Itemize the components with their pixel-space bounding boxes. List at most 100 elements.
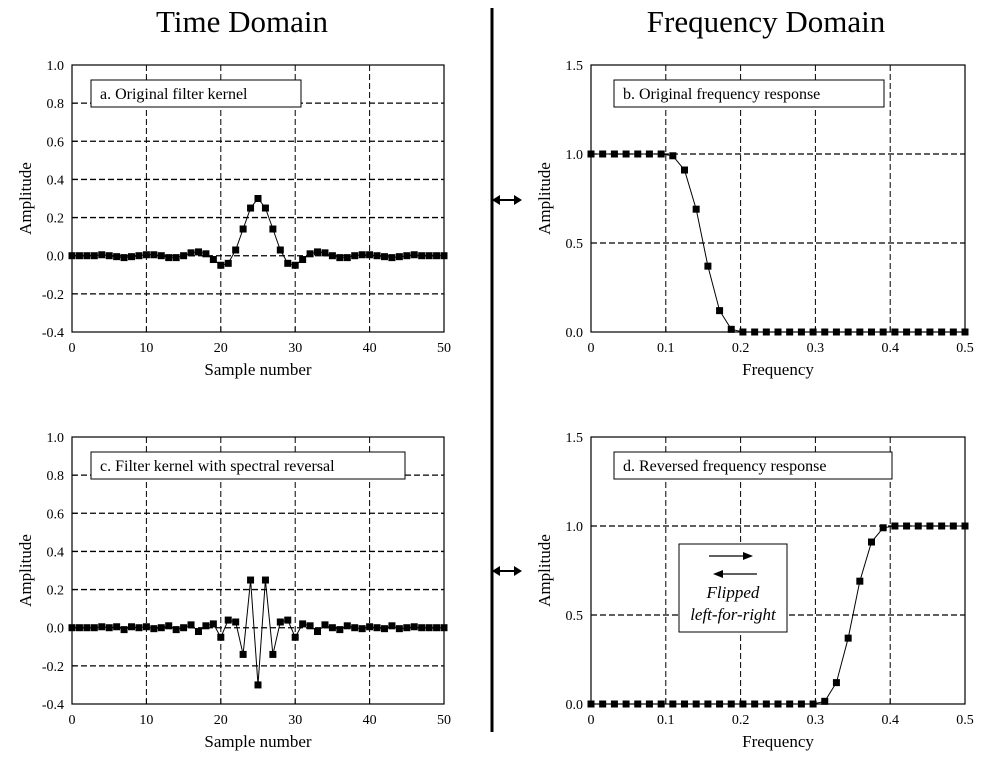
data-point xyxy=(440,252,448,260)
y-tick-label: 1.5 xyxy=(566,59,584,74)
y-tick-label: -0.4 xyxy=(42,326,64,341)
data-point xyxy=(727,700,735,708)
data-point xyxy=(90,252,98,260)
data-point xyxy=(232,246,240,254)
x-tick-label: 0 xyxy=(588,713,595,728)
data-point xyxy=(194,628,202,636)
y-tick-label: 0.2 xyxy=(47,584,65,599)
y-tick-label: 0.0 xyxy=(566,326,584,341)
y-axis-label: Amplitude xyxy=(16,534,35,607)
data-point xyxy=(433,624,441,632)
data-point xyxy=(224,616,232,624)
data-point xyxy=(336,254,344,262)
data-point xyxy=(254,681,262,689)
data-point xyxy=(599,700,607,708)
data-point xyxy=(832,328,840,336)
series-line xyxy=(72,579,444,685)
data-point xyxy=(75,624,83,632)
y-axis-label: Amplitude xyxy=(535,162,554,235)
data-point xyxy=(336,626,344,634)
data-point xyxy=(879,524,887,532)
data-point xyxy=(314,248,322,256)
y-tick-label: 0.6 xyxy=(47,507,65,522)
data-point xyxy=(366,251,374,259)
data-point xyxy=(388,254,396,262)
data-point xyxy=(187,249,195,257)
x-tick-label: 0.1 xyxy=(657,341,675,356)
data-point xyxy=(68,252,76,260)
y-tick-label: 0.6 xyxy=(47,135,65,150)
data-point xyxy=(269,225,277,233)
data-point xyxy=(276,618,284,626)
data-point xyxy=(610,150,618,158)
data-point xyxy=(343,622,351,630)
data-point xyxy=(209,620,217,628)
data-point xyxy=(150,625,158,633)
data-point xyxy=(410,623,418,631)
data-point xyxy=(774,328,782,336)
data-point xyxy=(261,204,269,212)
data-point xyxy=(774,700,782,708)
data-point xyxy=(692,700,700,708)
data-point xyxy=(254,195,262,202)
data-point xyxy=(856,328,864,336)
data-point xyxy=(128,253,136,261)
data-point xyxy=(291,261,299,269)
data-point xyxy=(751,700,759,708)
time-domain-heading: Time Domain xyxy=(156,4,328,39)
x-tick-label: 0 xyxy=(69,341,76,356)
frequency-domain-heading: Frequency Domain xyxy=(646,4,886,39)
data-point xyxy=(113,253,121,261)
data-point xyxy=(786,328,794,336)
data-point xyxy=(797,700,805,708)
x-tick-label: 0.4 xyxy=(881,713,899,728)
data-point xyxy=(209,256,217,264)
y-tick-label: 0.0 xyxy=(566,698,584,713)
data-point xyxy=(786,700,794,708)
data-point xyxy=(425,252,433,260)
chart-title-box xyxy=(90,451,406,480)
data-point xyxy=(914,522,922,530)
data-point xyxy=(217,633,225,641)
y-tick-label: 1.0 xyxy=(47,59,65,74)
chart-title-box xyxy=(613,79,885,108)
data-point xyxy=(868,538,875,546)
data-point xyxy=(113,623,121,631)
x-axis-label: Frequency xyxy=(742,732,814,751)
data-point xyxy=(358,625,366,633)
data-point xyxy=(373,252,381,260)
data-point xyxy=(366,623,374,631)
x-tick-label: 0.2 xyxy=(732,713,750,728)
y-tick-label: 1.0 xyxy=(47,431,65,446)
y-tick-label: 0.0 xyxy=(47,622,65,637)
data-point xyxy=(440,624,448,632)
data-point xyxy=(418,252,426,260)
right-arrow-head-icon xyxy=(743,552,753,560)
data-point xyxy=(75,252,83,260)
data-point xyxy=(657,150,665,158)
data-point xyxy=(343,254,351,262)
data-point xyxy=(403,252,411,260)
data-point xyxy=(105,252,113,260)
data-point xyxy=(645,700,653,708)
data-point xyxy=(587,700,595,708)
data-point xyxy=(247,576,255,584)
annotation-line-1: Flipped xyxy=(706,583,760,602)
plot-frame xyxy=(71,64,445,333)
data-point xyxy=(68,624,76,632)
data-point xyxy=(961,328,969,336)
data-point xyxy=(844,634,852,642)
data-point xyxy=(762,328,770,336)
data-point xyxy=(599,150,607,158)
data-point xyxy=(634,700,642,708)
x-tick-label: 40 xyxy=(363,713,377,728)
data-point xyxy=(157,624,165,632)
data-point xyxy=(239,225,247,233)
data-point xyxy=(217,261,225,269)
data-point xyxy=(762,700,770,708)
double-arrow-icon-top xyxy=(492,195,522,205)
data-point xyxy=(172,626,180,634)
data-point xyxy=(202,250,210,258)
x-tick-label: 50 xyxy=(437,713,451,728)
